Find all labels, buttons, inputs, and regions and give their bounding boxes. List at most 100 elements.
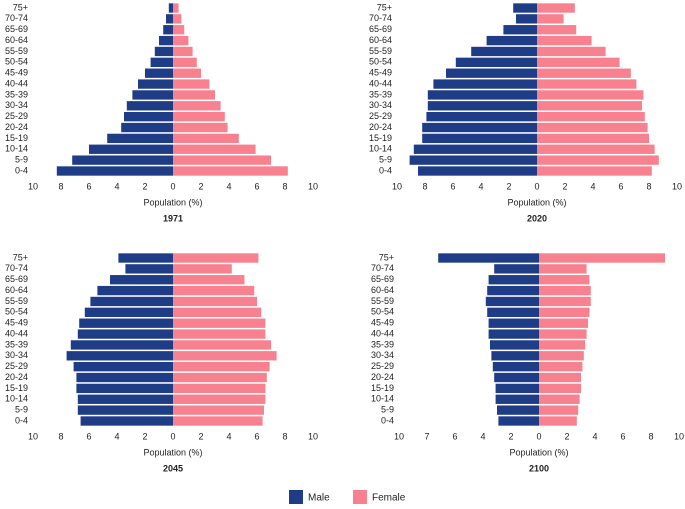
y-tick-label: 0-4 xyxy=(379,165,392,175)
bar xyxy=(486,35,537,46)
x-tick-label: 8 xyxy=(58,431,63,441)
bar xyxy=(173,101,221,111)
bar xyxy=(168,3,173,13)
x-tick-label: 2 xyxy=(198,431,203,441)
bar xyxy=(498,416,539,426)
x-tick-label: 8 xyxy=(422,181,427,191)
bar xyxy=(539,340,586,350)
x-tick-label: 8 xyxy=(282,181,287,191)
legend-label: Female xyxy=(372,493,406,504)
bar xyxy=(107,133,173,144)
y-tick-label: 40-44 xyxy=(5,328,28,338)
bar xyxy=(488,318,539,328)
x-tick-label: 2 xyxy=(506,181,511,191)
y-tick-label: 45-49 xyxy=(5,318,28,328)
y-tick-label: 30-34 xyxy=(5,350,28,360)
x-tick-label: 0 xyxy=(534,181,539,191)
bar xyxy=(455,57,537,68)
y-tick-label: 55-59 xyxy=(369,46,392,56)
bar xyxy=(433,79,537,89)
x-axis-label: Population (%) xyxy=(509,447,568,457)
bar xyxy=(173,133,239,144)
x-tick-label: 6 xyxy=(452,431,457,441)
bar xyxy=(77,405,173,415)
bar xyxy=(150,57,173,68)
bar xyxy=(173,329,266,339)
bar xyxy=(173,264,232,274)
bar xyxy=(173,35,189,46)
y-tick-label: 35-39 xyxy=(371,339,394,349)
x-tick-label: 0 xyxy=(170,181,175,191)
y-tick-label: 70-74 xyxy=(371,263,394,273)
bar xyxy=(494,264,539,274)
x-axis-label: Population (%) xyxy=(507,197,566,207)
x-tick-label: 4 xyxy=(226,181,231,191)
x-tick-label: 6 xyxy=(450,181,455,191)
bar xyxy=(539,264,587,274)
bar xyxy=(539,253,665,263)
y-tick-label: 0-4 xyxy=(15,165,28,175)
bar xyxy=(173,405,264,415)
bar xyxy=(539,361,583,372)
bar xyxy=(418,166,537,176)
bar xyxy=(173,340,271,350)
y-tick-label: 20-24 xyxy=(371,372,394,382)
y-tick-label: 25-29 xyxy=(5,361,28,371)
bar xyxy=(537,14,564,24)
bar xyxy=(539,296,591,307)
bar xyxy=(163,25,173,35)
bar xyxy=(173,122,228,133)
bar xyxy=(427,101,537,111)
bar xyxy=(76,372,173,383)
bar xyxy=(118,253,173,263)
x-tick-label: 0 xyxy=(170,431,175,441)
x-tick-label: 10 xyxy=(308,181,318,191)
bar xyxy=(539,383,581,394)
bar xyxy=(539,405,579,415)
y-tick-label: 25-29 xyxy=(369,111,392,121)
bar xyxy=(488,275,539,285)
bar xyxy=(539,329,587,339)
y-tick-label: 20-24 xyxy=(5,122,28,132)
x-tick-label: 8 xyxy=(648,431,653,441)
bar xyxy=(173,361,270,372)
bar xyxy=(495,394,539,404)
y-tick-label: 70-74 xyxy=(5,263,28,273)
x-tick-label: 4 xyxy=(592,431,597,441)
x-tick-label: 2 xyxy=(508,431,513,441)
bar xyxy=(494,372,539,383)
y-tick-label: 60-64 xyxy=(371,285,394,295)
bar xyxy=(77,329,173,339)
x-tick-label: 4 xyxy=(478,181,483,191)
chart-title: 2045 xyxy=(163,463,183,473)
bar xyxy=(516,14,537,24)
bar xyxy=(173,275,245,285)
bar xyxy=(539,351,584,361)
bar xyxy=(159,35,173,46)
bar xyxy=(80,416,173,426)
x-tick-label: 2 xyxy=(198,181,203,191)
y-tick-label: 45-49 xyxy=(5,68,28,78)
bar xyxy=(539,285,591,296)
bar xyxy=(110,275,173,285)
bar xyxy=(72,155,173,165)
y-tick-label: 75+ xyxy=(379,252,394,262)
y-tick-label: 65-69 xyxy=(5,274,28,284)
bar xyxy=(173,3,179,13)
bar xyxy=(70,340,173,350)
bar xyxy=(125,264,173,274)
bar xyxy=(173,383,266,394)
x-tick-label: 6 xyxy=(618,181,623,191)
bar xyxy=(427,90,537,100)
y-tick-label: 40-44 xyxy=(369,78,392,88)
y-tick-label: 5-9 xyxy=(379,155,392,165)
bar xyxy=(488,329,539,339)
bar xyxy=(539,318,588,328)
bar xyxy=(173,416,263,426)
legend-label: Male xyxy=(308,493,330,504)
x-tick-label: 0 xyxy=(536,431,541,441)
x-tick-label: 4 xyxy=(590,181,595,191)
bar xyxy=(537,68,631,78)
